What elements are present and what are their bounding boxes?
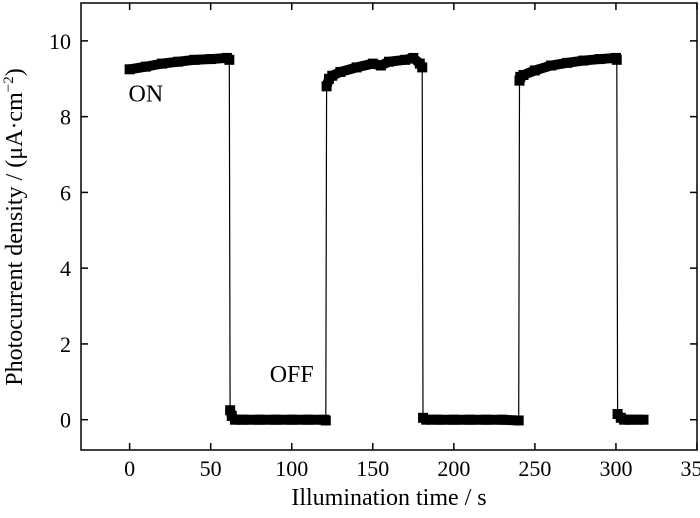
annotation-layer: ON OFF: [129, 81, 314, 387]
data-point: [352, 62, 362, 72]
data-point: [417, 62, 427, 72]
x-axis-label: Illumination time / s: [291, 485, 486, 511]
data-point: [639, 415, 649, 425]
y-tick-label: 10: [49, 29, 71, 54]
annotation-label: OFF: [270, 362, 314, 388]
y-axis-label-superscript: −2: [1, 76, 17, 92]
data-point: [465, 415, 475, 425]
data-point: [612, 55, 622, 65]
data-point: [421, 415, 431, 425]
y-tick-label: 0: [60, 408, 71, 433]
annotation-label: ON: [129, 81, 164, 107]
data-point: [224, 55, 234, 65]
data-point: [546, 61, 556, 71]
data-point: [627, 415, 637, 425]
y-axis-label-main: Photocurrent density / (μA·cm: [2, 92, 28, 386]
x-tick-label: 0: [124, 456, 135, 481]
ticks-layer: 0 50 100 150 200 250 300 350 0 2 4 6 8 10: [49, 3, 700, 481]
plot-frame: [81, 3, 697, 450]
data-point: [271, 415, 281, 425]
x-tick-label: 250: [518, 456, 551, 481]
data-point: [173, 57, 183, 67]
data-point: [481, 415, 491, 425]
data-point: [530, 65, 540, 75]
data-point: [335, 67, 345, 77]
y-tick-label: 8: [60, 105, 71, 130]
x-tick-label: 200: [437, 456, 470, 481]
data-point: [519, 70, 529, 80]
x-tick-label: 100: [275, 456, 308, 481]
data-point: [206, 54, 216, 64]
series-line: [130, 58, 644, 421]
data-point: [321, 415, 331, 425]
y-axis-label: Photocurrent density / (μA·cm−2): [1, 68, 28, 385]
data-point: [449, 415, 459, 425]
data-point: [595, 54, 605, 64]
y-tick-label: 2: [60, 332, 71, 357]
x-tick-label: 50: [200, 456, 222, 481]
data-point: [287, 415, 297, 425]
x-tick-label: 300: [599, 456, 632, 481]
data-point: [433, 415, 443, 425]
data-point: [125, 64, 135, 74]
series-layer: [125, 53, 649, 426]
y-tick-label: 6: [60, 180, 71, 205]
y-axis-label-close: ): [2, 68, 28, 76]
data-point: [497, 415, 507, 425]
data-point: [303, 415, 313, 425]
x-tick-label: 150: [356, 456, 389, 481]
data-point: [141, 62, 151, 72]
data-point: [238, 415, 248, 425]
data-point: [384, 57, 394, 67]
data-point: [157, 59, 167, 69]
data-point: [579, 56, 589, 66]
data-point: [514, 415, 524, 425]
x-tick-label: 350: [681, 456, 700, 481]
data-point: [189, 55, 199, 65]
data-point: [254, 415, 264, 425]
y-tick-label: 4: [60, 256, 71, 281]
data-point: [562, 58, 572, 68]
